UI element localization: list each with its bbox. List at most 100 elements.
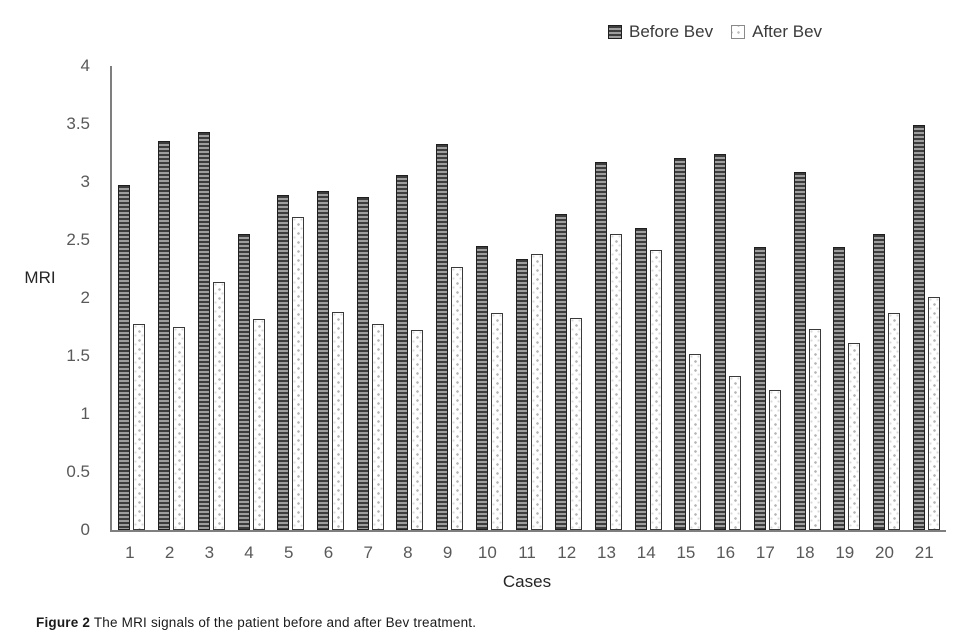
- figure-caption: Figure 2 The MRI signals of the patient …: [36, 615, 476, 630]
- bar-before-case-8: [396, 175, 409, 530]
- bar-after-case-15: [689, 353, 702, 530]
- x-tick-label-6: 6: [323, 543, 334, 562]
- bar-before-case-2: [158, 141, 171, 530]
- x-tick-label-7: 7: [363, 543, 373, 562]
- x-tick-label-14: 14: [636, 543, 656, 562]
- x-tick-label-19: 19: [835, 543, 855, 562]
- bar-series-container: [112, 66, 946, 530]
- legend-label: After Bev: [752, 22, 823, 41]
- figure-caption-label: Figure 2: [36, 615, 91, 630]
- bar-before-case-5: [277, 194, 290, 530]
- bar-group-case-13: [589, 66, 629, 530]
- y-axis-title: MRI: [24, 268, 56, 287]
- x-tick-label-17: 17: [755, 543, 775, 562]
- chart-legend: Before Bev After Bev: [608, 22, 822, 42]
- bar-before-case-9: [436, 143, 449, 530]
- x-tick-label-15: 15: [676, 543, 696, 562]
- x-tick-label-8: 8: [403, 543, 413, 562]
- x-axis-tick-labels: 1 2 3 4 5 6 7 8 9 10 11 12 13 14 15 16 17 18 19 20 21: [110, 543, 944, 563]
- bar-before-case-3: [197, 132, 210, 530]
- bar-before-case-11: [515, 258, 528, 530]
- bar-before-case-20: [873, 234, 886, 530]
- x-tick-label-20: 20: [875, 543, 894, 562]
- bar-group-case-1: [112, 66, 152, 530]
- bar-before-case-10: [475, 245, 488, 530]
- bar-group-case-2: [152, 66, 192, 530]
- x-tick-label-2: 2: [164, 543, 175, 562]
- bar-after-case-17: [768, 389, 781, 530]
- x-tick-label-11: 11: [518, 543, 536, 562]
- plot-area: [110, 66, 946, 532]
- bar-group-case-20: [867, 66, 907, 530]
- bar-group-case-17: [748, 66, 788, 530]
- bar-after-case-3: [212, 281, 225, 530]
- x-axis-title: Cases: [502, 572, 552, 591]
- legend-item-before-bev: Before Bev: [608, 22, 713, 42]
- bar-group-case-3: [191, 66, 231, 530]
- bar-after-case-18: [808, 329, 821, 530]
- bar-after-case-4: [252, 318, 265, 530]
- bar-after-case-14: [649, 250, 662, 530]
- bar-before-case-6: [316, 191, 329, 530]
- after-bev-swatch-icon: [731, 25, 746, 39]
- before-bev-swatch-icon: [608, 25, 622, 39]
- y-tick-label-2: 2: [80, 288, 90, 307]
- bar-group-case-5: [271, 66, 311, 530]
- y-tick-label-0: 0: [80, 520, 90, 539]
- bar-group-case-6: [311, 66, 351, 530]
- bar-after-case-13: [609, 234, 622, 530]
- x-tick-label-5: 5: [284, 543, 294, 562]
- x-tick-label-10: 10: [477, 543, 497, 562]
- x-tick-label-1: 1: [125, 543, 135, 562]
- y-tick-label-3: 3: [80, 172, 90, 191]
- bar-group-case-19: [827, 66, 867, 530]
- bar-before-case-17: [753, 246, 766, 530]
- y-tick-label-4: 4: [80, 56, 90, 75]
- y-tick-label-1.5: 1.5: [66, 346, 90, 365]
- y-tick-label-0.5: 0.5: [66, 462, 90, 481]
- x-tick-label-12: 12: [557, 543, 577, 562]
- bar-group-case-7: [350, 66, 390, 530]
- bar-group-case-14: [628, 66, 668, 530]
- bar-after-case-2: [173, 327, 186, 530]
- y-tick-label-3.5: 3.5: [66, 114, 90, 133]
- bar-group-case-12: [549, 66, 589, 530]
- x-tick-label-3: 3: [204, 543, 215, 562]
- bar-group-case-8: [390, 66, 430, 530]
- bar-group-case-9: [430, 66, 470, 530]
- bar-after-case-9: [451, 266, 464, 530]
- bar-before-case-19: [833, 246, 846, 530]
- bar-after-case-5: [292, 216, 305, 530]
- bar-before-case-16: [714, 154, 727, 530]
- bar-group-case-16: [708, 66, 748, 530]
- bar-group-case-18: [787, 66, 827, 530]
- bar-before-case-14: [634, 228, 647, 530]
- bar-after-case-20: [888, 313, 901, 530]
- bar-group-case-21: [906, 66, 946, 530]
- bar-before-case-13: [594, 162, 607, 530]
- legend-label: Before Bev: [629, 22, 714, 41]
- bar-before-case-21: [912, 125, 925, 530]
- bar-before-case-4: [237, 234, 250, 530]
- bar-after-case-1: [133, 323, 146, 530]
- bar-after-case-16: [729, 375, 742, 530]
- bar-after-case-8: [411, 330, 424, 530]
- x-tick-label-18: 18: [795, 543, 815, 562]
- bar-before-case-15: [674, 157, 687, 530]
- bar-after-case-6: [331, 311, 344, 530]
- bar-before-case-12: [555, 214, 568, 530]
- x-tick-label-16: 16: [716, 543, 736, 562]
- bar-group-case-11: [509, 66, 549, 530]
- bar-after-case-21: [927, 296, 940, 530]
- y-axis-tick-labels: 0 0.5 1 1.5 2 2.5 3 3.5 4: [0, 56, 98, 539]
- bar-before-case-1: [118, 185, 131, 530]
- figure-caption-text: The MRI signals of the patient before an…: [90, 615, 477, 630]
- bar-before-case-7: [356, 197, 369, 530]
- bar-group-case-15: [668, 66, 708, 530]
- bar-after-case-19: [848, 343, 861, 530]
- legend-item-after-bev: After Bev: [731, 22, 822, 42]
- y-tick-label-1: 1: [80, 404, 90, 423]
- x-tick-label-21: 21: [914, 543, 934, 562]
- y-tick-label-2.5: 2.5: [66, 230, 90, 249]
